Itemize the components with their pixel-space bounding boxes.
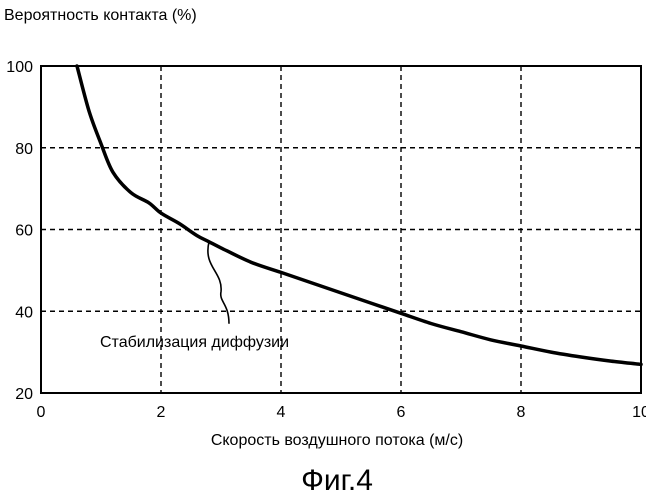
x-tick-label: 10 (632, 404, 646, 421)
x-tick-label: 4 (277, 404, 286, 421)
y-tick-label: 40 (15, 304, 33, 321)
y-tick-label: 100 (6, 59, 33, 76)
annotation-label: Стабилизация диффузии (100, 334, 289, 351)
x-tick-label: 0 (37, 404, 46, 421)
x-axis-label: Скорость воздушного потока (м/с) (211, 432, 463, 449)
y-tick-label: 60 (15, 223, 33, 240)
figure-caption: Фиг.4 (301, 464, 373, 497)
x-ticks: 0 2 4 6 8 10 (37, 404, 646, 421)
y-tick-label: 80 (15, 141, 33, 158)
x-tick-label: 2 (157, 404, 166, 421)
x-tick-label: 8 (517, 404, 526, 421)
x-tick-label: 6 (397, 404, 406, 421)
y-ticks: 20 40 60 80 100 (6, 59, 33, 403)
y-tick-label: 20 (15, 386, 33, 403)
y-axis-label: Вероятность контакта (%) (4, 7, 197, 24)
